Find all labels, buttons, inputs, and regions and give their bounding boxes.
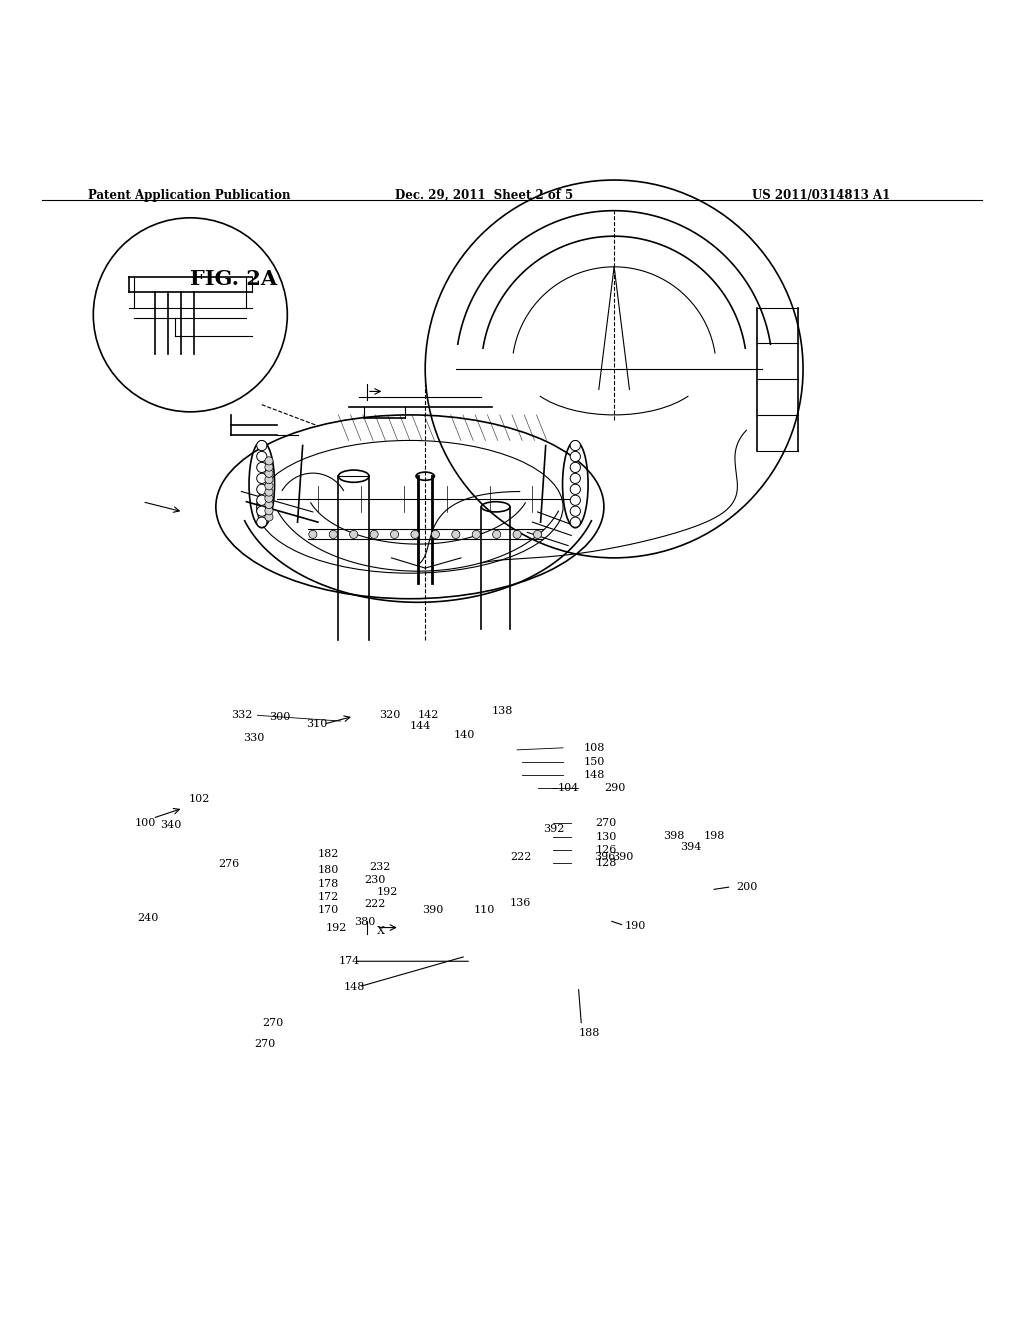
Circle shape [265, 488, 273, 496]
Text: 102: 102 [188, 793, 210, 804]
Circle shape [257, 441, 267, 450]
Circle shape [265, 463, 273, 471]
Text: 178: 178 [318, 879, 339, 888]
Text: 290: 290 [604, 783, 626, 792]
Circle shape [431, 531, 439, 539]
Circle shape [257, 474, 267, 483]
Circle shape [257, 462, 267, 473]
Circle shape [265, 500, 273, 508]
Text: 100: 100 [134, 818, 156, 829]
Circle shape [411, 531, 419, 539]
Text: 270: 270 [262, 1018, 283, 1027]
Text: 300: 300 [269, 713, 291, 722]
Circle shape [257, 451, 267, 462]
Text: 230: 230 [364, 875, 385, 884]
Circle shape [513, 531, 521, 539]
Circle shape [493, 531, 501, 539]
Text: 276: 276 [218, 859, 240, 870]
Circle shape [570, 495, 581, 506]
Circle shape [570, 462, 581, 473]
Circle shape [472, 531, 480, 539]
Text: Dec. 29, 2011  Sheet 2 of 5: Dec. 29, 2011 Sheet 2 of 5 [394, 189, 572, 202]
Text: 110: 110 [473, 906, 495, 915]
Text: 192: 192 [326, 923, 347, 932]
Text: 392: 392 [543, 824, 564, 833]
Circle shape [349, 531, 357, 539]
Text: 148: 148 [584, 771, 605, 780]
Circle shape [265, 469, 273, 478]
Circle shape [257, 517, 267, 527]
Text: 126: 126 [596, 845, 617, 855]
Text: 138: 138 [492, 706, 513, 715]
Text: 192: 192 [376, 887, 397, 896]
Circle shape [570, 484, 581, 495]
Text: 142: 142 [418, 710, 439, 721]
Circle shape [257, 495, 267, 506]
Text: 340: 340 [160, 821, 181, 830]
Text: X: X [377, 925, 385, 936]
Text: 222: 222 [510, 853, 531, 862]
Circle shape [570, 451, 581, 462]
Circle shape [257, 506, 267, 516]
Text: 240: 240 [137, 913, 159, 924]
Text: 174: 174 [338, 956, 359, 966]
Text: 198: 198 [703, 830, 725, 841]
Text: Patent Application Publication: Patent Application Publication [88, 189, 291, 202]
Text: 150: 150 [584, 758, 605, 767]
Text: 188: 188 [579, 1028, 600, 1038]
Circle shape [370, 531, 378, 539]
Circle shape [570, 441, 581, 450]
Text: 398: 398 [664, 830, 684, 841]
Text: 128: 128 [596, 858, 617, 869]
Text: 190: 190 [625, 920, 646, 931]
Text: 172: 172 [318, 892, 339, 902]
Text: US 2011/0314813 A1: US 2011/0314813 A1 [752, 189, 890, 202]
Text: 148: 148 [343, 982, 365, 991]
Text: 270: 270 [596, 818, 617, 829]
Text: 270: 270 [255, 1039, 275, 1049]
Text: 390: 390 [612, 853, 634, 862]
Circle shape [390, 531, 398, 539]
Text: 170: 170 [318, 906, 339, 915]
Text: 180: 180 [318, 866, 339, 875]
Circle shape [329, 531, 337, 539]
Circle shape [570, 506, 581, 516]
Text: 390: 390 [422, 906, 443, 915]
Text: 182: 182 [318, 849, 339, 859]
Text: 222: 222 [364, 899, 385, 909]
Text: 320: 320 [379, 710, 400, 721]
Circle shape [257, 484, 267, 495]
Circle shape [265, 513, 273, 521]
Text: 104: 104 [558, 783, 580, 792]
Circle shape [265, 482, 273, 490]
Circle shape [265, 457, 273, 465]
Text: 108: 108 [584, 743, 605, 752]
Text: 144: 144 [410, 721, 431, 731]
Text: 330: 330 [244, 733, 265, 743]
Circle shape [309, 531, 317, 539]
Text: 396: 396 [594, 853, 615, 862]
Text: 394: 394 [681, 842, 701, 851]
Text: 310: 310 [306, 719, 327, 730]
Circle shape [265, 494, 273, 503]
Circle shape [570, 474, 581, 483]
Text: 332: 332 [231, 710, 253, 721]
Text: FIG. 2A: FIG. 2A [190, 269, 278, 289]
Text: 232: 232 [369, 862, 390, 873]
Text: 140: 140 [454, 730, 475, 739]
Circle shape [265, 475, 273, 483]
Text: 200: 200 [736, 882, 758, 892]
Circle shape [265, 507, 273, 515]
Text: 130: 130 [596, 832, 617, 842]
Text: 380: 380 [353, 917, 375, 928]
Text: 136: 136 [510, 898, 531, 908]
Circle shape [570, 517, 581, 527]
Circle shape [452, 531, 460, 539]
Circle shape [534, 531, 542, 539]
